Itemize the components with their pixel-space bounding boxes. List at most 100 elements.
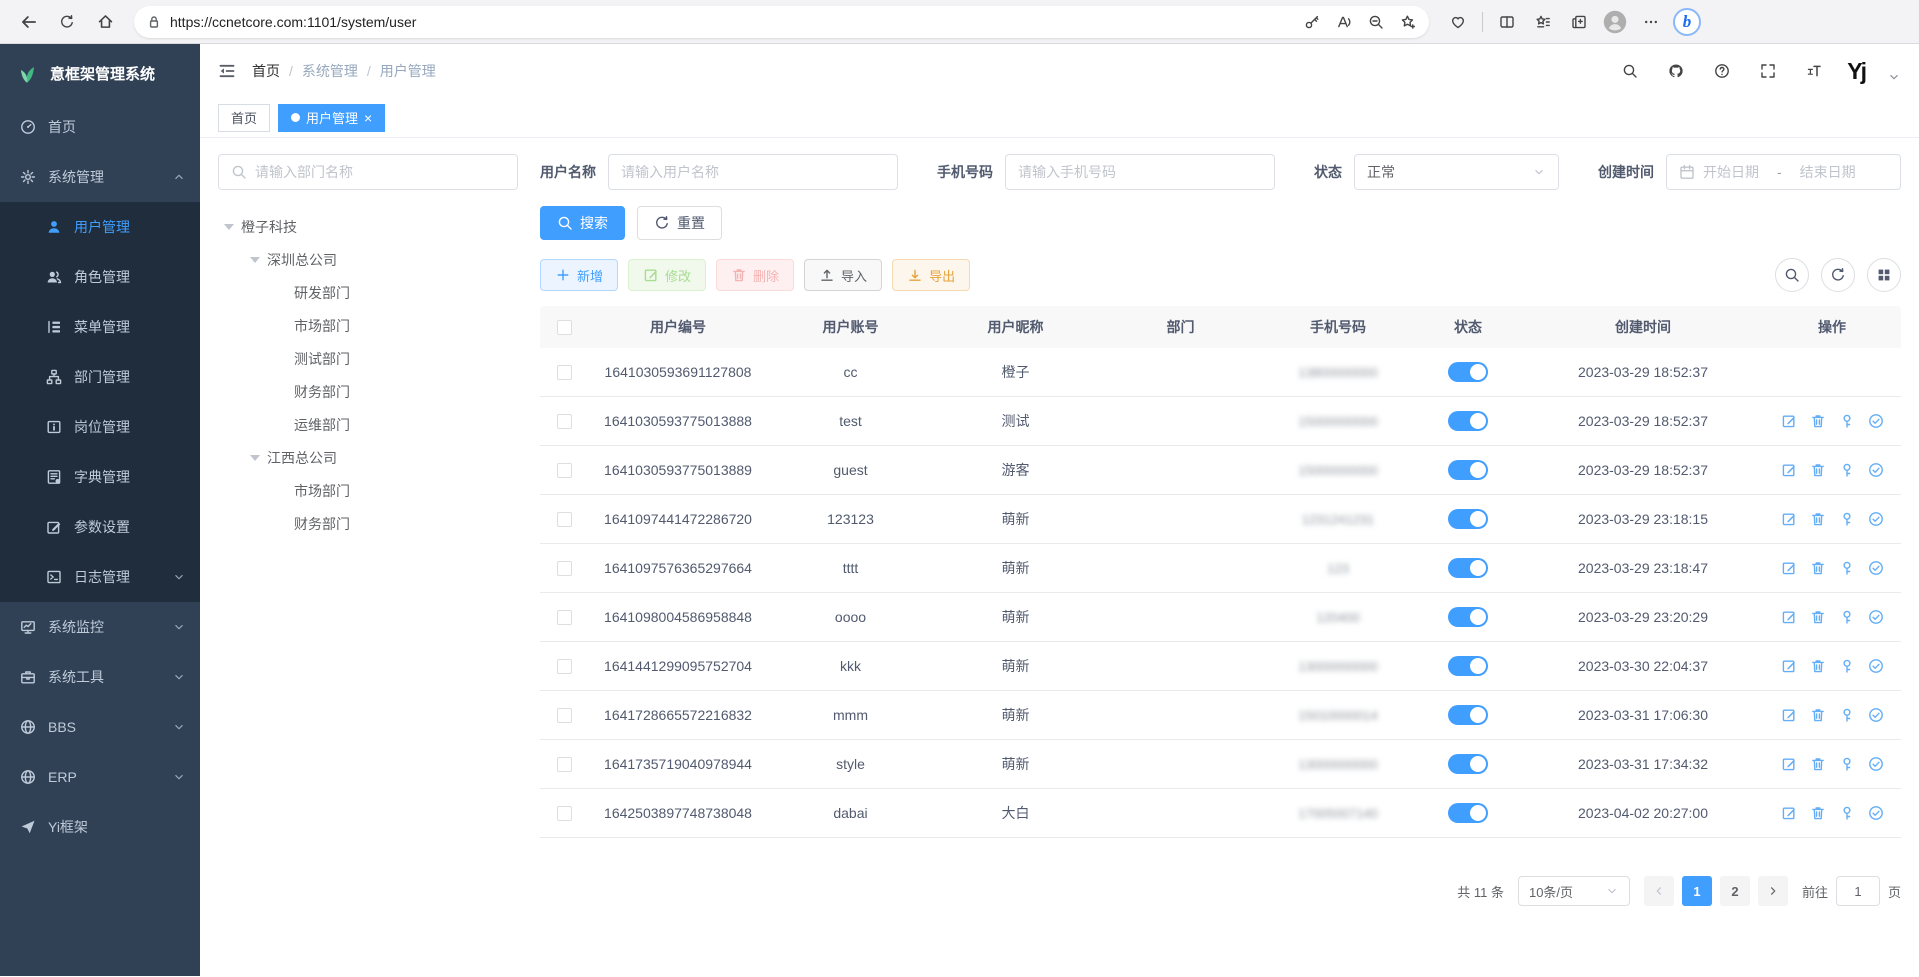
- row-assign-role-icon[interactable]: [1868, 511, 1884, 527]
- tree-node-3[interactable]: 市场部门: [294, 317, 350, 334]
- row-delete-icon[interactable]: [1810, 462, 1826, 478]
- row-checkbox[interactable]: [556, 413, 572, 429]
- row-reset-password-icon[interactable]: [1839, 413, 1855, 429]
- status-toggle[interactable]: [1448, 705, 1488, 725]
- search-button[interactable]: 搜索: [540, 206, 625, 240]
- favorite-button[interactable]: [1393, 8, 1423, 36]
- export-button[interactable]: 导出: [892, 259, 971, 291]
- status-toggle[interactable]: [1448, 754, 1488, 774]
- sidebar-item-3[interactable]: 系统工具: [0, 652, 200, 702]
- page-size-select[interactable]: 10条/页: [1517, 876, 1630, 906]
- status-toggle[interactable]: [1448, 607, 1488, 627]
- browser-menu-button[interactable]: [1634, 5, 1668, 39]
- import-button[interactable]: 导入: [804, 259, 883, 291]
- sidebar-item-4[interactable]: BBS: [0, 702, 200, 752]
- username-input[interactable]: [621, 164, 885, 180]
- page-button-2[interactable]: 2: [1719, 876, 1750, 906]
- profile-button[interactable]: [1598, 5, 1632, 39]
- row-edit-icon[interactable]: [1781, 609, 1797, 625]
- sidebar-item-1-4[interactable]: 岗位管理: [0, 402, 200, 452]
- row-checkbox[interactable]: [556, 805, 572, 821]
- collapse-sidebar-button[interactable]: [218, 62, 236, 80]
- phone-field[interactable]: [1005, 154, 1275, 190]
- goto-page-input[interactable]: [1835, 876, 1880, 906]
- tree-expand-icon[interactable]: [250, 256, 260, 263]
- row-reset-password-icon[interactable]: [1839, 462, 1855, 478]
- status-value[interactable]: [1367, 164, 1524, 180]
- next-page-button[interactable]: [1757, 876, 1788, 906]
- row-checkbox[interactable]: [556, 462, 572, 478]
- table-refresh-button[interactable]: [1821, 258, 1855, 292]
- sidebar-item-1-5[interactable]: 字典管理: [0, 452, 200, 502]
- status-toggle[interactable]: [1448, 558, 1488, 578]
- github-button[interactable]: [1663, 58, 1689, 84]
- sidebar-item-0[interactable]: 首页: [0, 102, 200, 152]
- row-edit-icon[interactable]: [1781, 462, 1797, 478]
- row-reset-password-icon[interactable]: [1839, 658, 1855, 674]
- table-search-toggle-button[interactable]: [1775, 258, 1809, 292]
- back-button[interactable]: [12, 5, 46, 39]
- edit-button[interactable]: 修改: [628, 259, 707, 291]
- column-settings-button[interactable]: [1867, 258, 1901, 292]
- row-reset-password-icon[interactable]: [1839, 560, 1855, 576]
- password-key-button[interactable]: [1297, 8, 1327, 36]
- row-checkbox[interactable]: [556, 560, 572, 576]
- row-assign-role-icon[interactable]: [1868, 707, 1884, 723]
- row-assign-role-icon[interactable]: [1868, 756, 1884, 772]
- row-checkbox[interactable]: [556, 707, 572, 723]
- dept-search-input[interactable]: [255, 164, 505, 180]
- row-edit-icon[interactable]: [1781, 658, 1797, 674]
- row-assign-role-icon[interactable]: [1868, 560, 1884, 576]
- bing-chat-button[interactable]: b: [1670, 5, 1704, 39]
- row-assign-role-icon[interactable]: [1868, 462, 1884, 478]
- tree-node-2[interactable]: 研发部门: [294, 284, 350, 301]
- row-assign-role-icon[interactable]: [1868, 805, 1884, 821]
- split-screen-button[interactable]: [1490, 5, 1524, 39]
- dept-search-field[interactable]: [218, 154, 518, 190]
- delete-button[interactable]: 删除: [716, 259, 795, 291]
- tab-0[interactable]: 首页: [218, 103, 271, 132]
- sidebar-item-6[interactable]: Yi框架: [0, 802, 200, 852]
- tree-expand-icon[interactable]: [250, 454, 260, 461]
- date-range-field[interactable]: 开始日期 - 结束日期: [1666, 154, 1901, 190]
- refresh-button[interactable]: [50, 5, 84, 39]
- sidebar-item-1-1[interactable]: 角色管理: [0, 252, 200, 302]
- collections-button[interactable]: [1562, 5, 1596, 39]
- fullscreen-button[interactable]: [1755, 58, 1781, 84]
- tab-1[interactable]: 用户管理 ×: [278, 103, 386, 132]
- row-delete-icon[interactable]: [1810, 511, 1826, 527]
- tree-expand-icon[interactable]: [224, 223, 234, 230]
- row-edit-icon[interactable]: [1781, 756, 1797, 772]
- tree-node-1[interactable]: 深圳总公司: [218, 243, 518, 276]
- row-edit-icon[interactable]: [1781, 413, 1797, 429]
- phone-input[interactable]: [1018, 164, 1262, 180]
- status-toggle[interactable]: [1448, 509, 1488, 529]
- row-checkbox[interactable]: [556, 756, 572, 772]
- close-tab-icon[interactable]: ×: [364, 109, 373, 126]
- row-checkbox[interactable]: [556, 658, 572, 674]
- sidebar-item-1-7[interactable]: 日志管理: [0, 552, 200, 602]
- sidebar-item-2[interactable]: 系统监控: [0, 602, 200, 652]
- read-aloud-button[interactable]: [1329, 8, 1359, 36]
- row-reset-password-icon[interactable]: [1839, 805, 1855, 821]
- row-assign-role-icon[interactable]: [1868, 658, 1884, 674]
- row-delete-icon[interactable]: [1810, 756, 1826, 772]
- row-checkbox[interactable]: [556, 609, 572, 625]
- breadcrumb-system[interactable]: 系统管理: [301, 63, 358, 79]
- sidebar-item-1[interactable]: 系统管理: [0, 152, 200, 202]
- browser-essentials-button[interactable]: [1441, 5, 1475, 39]
- status-select[interactable]: [1354, 154, 1559, 190]
- tree-node-9[interactable]: 财务部门: [294, 515, 350, 532]
- row-reset-password-icon[interactable]: [1839, 609, 1855, 625]
- row-delete-icon[interactable]: [1810, 805, 1826, 821]
- row-delete-icon[interactable]: [1810, 560, 1826, 576]
- row-edit-icon[interactable]: [1781, 511, 1797, 527]
- zoom-out-button[interactable]: [1361, 8, 1391, 36]
- row-checkbox[interactable]: [556, 364, 572, 380]
- page-button-1[interactable]: 1: [1681, 876, 1712, 906]
- header-search-button[interactable]: [1617, 58, 1643, 84]
- tree-node-5[interactable]: 财务部门: [294, 383, 350, 400]
- tree-node-7[interactable]: 江西总公司: [218, 441, 518, 474]
- status-toggle[interactable]: [1448, 656, 1488, 676]
- status-toggle[interactable]: [1448, 803, 1488, 823]
